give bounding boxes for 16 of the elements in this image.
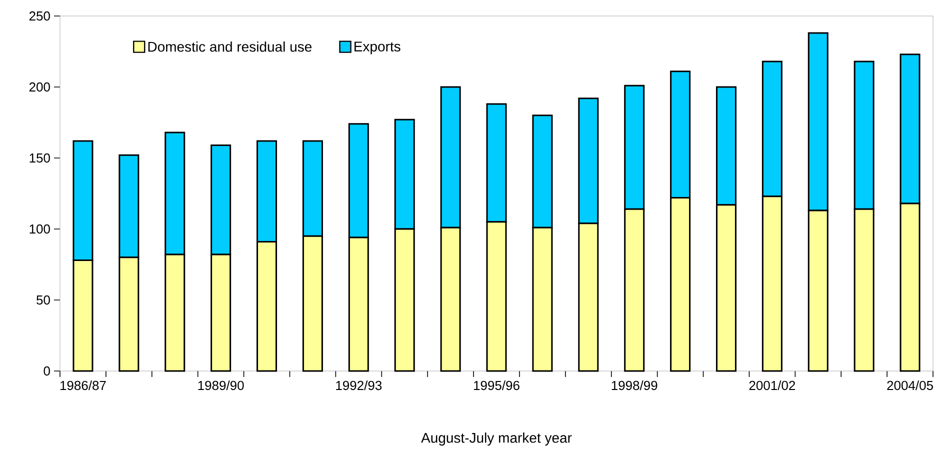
x-tick-label: 1986/87 (60, 380, 106, 390)
x-tick-label: 2001/02 (749, 380, 796, 390)
y-tick-label: 250 (29, 11, 50, 21)
y-tick-label: 0 (44, 366, 50, 376)
y-tick-label: 100 (30, 224, 50, 234)
x-tick-label: 1998/99 (612, 380, 658, 390)
x-tick-label: 1995/96 (474, 380, 520, 390)
y-tick-label: 50 (36, 295, 50, 305)
x-tick-label: 1989/90 (198, 380, 244, 390)
legend-label: Exports (354, 42, 400, 54)
x-tick-label: 2004/05 (887, 380, 933, 390)
legend-label: Domestic and residual use (148, 41, 312, 52)
x-axis-title: August-July market year (421, 432, 572, 446)
x-tick-label: 1992/93 (336, 380, 382, 390)
y-tick-label: 150 (30, 153, 50, 163)
y-tick-label: 200 (29, 82, 50, 92)
